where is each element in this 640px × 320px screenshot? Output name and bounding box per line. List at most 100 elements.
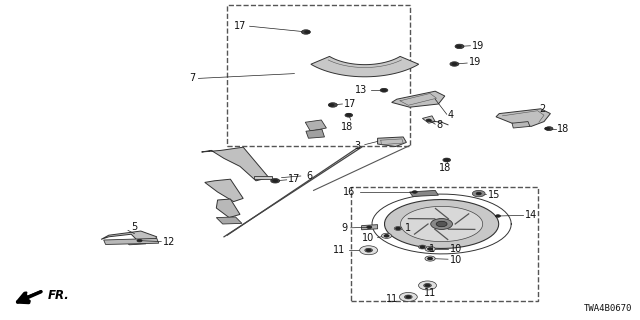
Circle shape <box>426 119 431 122</box>
Circle shape <box>455 44 464 49</box>
Text: 13: 13 <box>355 85 367 95</box>
Polygon shape <box>362 225 378 230</box>
Text: 11: 11 <box>386 294 398 304</box>
Text: 17: 17 <box>344 99 356 109</box>
Polygon shape <box>401 206 483 242</box>
Polygon shape <box>202 147 269 181</box>
Circle shape <box>420 246 424 248</box>
Text: 3: 3 <box>354 140 360 151</box>
Circle shape <box>444 159 449 161</box>
Circle shape <box>346 114 351 116</box>
Polygon shape <box>378 137 406 147</box>
Circle shape <box>428 257 433 260</box>
Text: 1: 1 <box>429 244 435 254</box>
Text: 1: 1 <box>404 223 411 233</box>
Circle shape <box>365 248 372 252</box>
Circle shape <box>360 246 378 255</box>
Circle shape <box>425 256 435 261</box>
Polygon shape <box>101 231 157 242</box>
Polygon shape <box>422 116 435 123</box>
Text: 19: 19 <box>472 41 484 51</box>
Circle shape <box>545 127 550 130</box>
Circle shape <box>385 235 388 237</box>
Circle shape <box>381 89 387 92</box>
Circle shape <box>428 258 432 260</box>
Circle shape <box>436 221 447 227</box>
Circle shape <box>425 246 435 252</box>
Text: 2: 2 <box>540 104 546 114</box>
Text: 11: 11 <box>424 288 436 298</box>
Text: 18: 18 <box>438 163 451 173</box>
Circle shape <box>328 103 337 107</box>
Circle shape <box>381 233 392 238</box>
Text: 10: 10 <box>362 233 374 244</box>
Circle shape <box>450 62 459 66</box>
Text: 7: 7 <box>189 73 195 84</box>
Text: FR.: FR. <box>48 289 70 301</box>
Text: 12: 12 <box>163 236 175 247</box>
Polygon shape <box>205 179 243 202</box>
Circle shape <box>404 295 412 299</box>
Circle shape <box>367 226 372 228</box>
Polygon shape <box>104 238 159 244</box>
Text: 4: 4 <box>448 110 454 120</box>
Text: 18: 18 <box>557 124 569 134</box>
Bar <box>351 187 538 301</box>
Text: 10: 10 <box>450 255 462 265</box>
Text: 17: 17 <box>234 20 246 31</box>
Text: 16: 16 <box>343 187 355 197</box>
Text: 14: 14 <box>525 210 537 220</box>
Circle shape <box>443 158 451 162</box>
Circle shape <box>366 249 371 252</box>
Circle shape <box>472 190 485 197</box>
Text: TWA4B0670: TWA4B0670 <box>584 304 632 313</box>
Circle shape <box>329 104 334 106</box>
Circle shape <box>345 113 353 117</box>
Circle shape <box>428 248 433 250</box>
Polygon shape <box>385 200 499 248</box>
Text: 19: 19 <box>469 57 481 68</box>
Circle shape <box>419 245 426 249</box>
Circle shape <box>399 292 417 301</box>
Text: 11: 11 <box>333 245 346 255</box>
Text: 17: 17 <box>288 174 300 184</box>
Polygon shape <box>512 122 530 128</box>
Text: 5: 5 <box>131 221 138 232</box>
Circle shape <box>273 180 278 182</box>
Text: 15: 15 <box>488 190 500 200</box>
Polygon shape <box>254 176 272 179</box>
Text: 8: 8 <box>436 120 443 131</box>
Circle shape <box>431 219 452 229</box>
Circle shape <box>380 88 388 92</box>
Polygon shape <box>311 56 419 77</box>
Polygon shape <box>305 120 326 131</box>
Circle shape <box>495 215 500 217</box>
Circle shape <box>420 246 425 248</box>
Bar <box>227 5 410 146</box>
Polygon shape <box>216 199 240 218</box>
Polygon shape <box>496 109 550 126</box>
Circle shape <box>384 235 389 237</box>
Polygon shape <box>306 129 324 138</box>
Circle shape <box>412 191 417 193</box>
Circle shape <box>545 127 553 131</box>
Circle shape <box>428 248 432 250</box>
Circle shape <box>424 284 431 287</box>
Text: 18: 18 <box>341 122 354 132</box>
Circle shape <box>394 227 402 230</box>
Polygon shape <box>125 239 146 245</box>
Circle shape <box>137 239 142 242</box>
Circle shape <box>452 63 457 65</box>
Circle shape <box>396 227 401 230</box>
Circle shape <box>425 284 430 287</box>
Text: 6: 6 <box>306 171 312 181</box>
Polygon shape <box>216 217 242 224</box>
Circle shape <box>305 31 310 33</box>
Circle shape <box>271 179 280 183</box>
Circle shape <box>406 296 411 298</box>
Text: 9: 9 <box>341 223 348 233</box>
Text: 10: 10 <box>450 244 462 254</box>
Polygon shape <box>410 190 438 196</box>
Circle shape <box>476 192 481 195</box>
Circle shape <box>419 281 436 290</box>
